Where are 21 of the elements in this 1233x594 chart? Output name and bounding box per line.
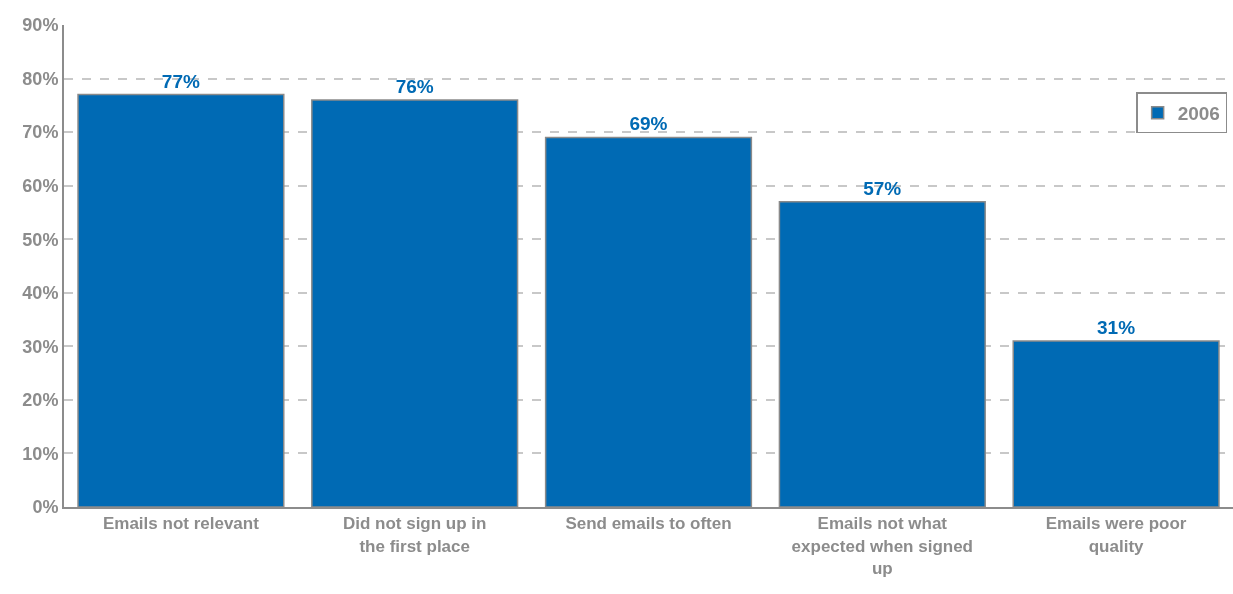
y-tick-label: 90% (22, 15, 59, 36)
data-label: 77% (161, 70, 200, 92)
y-tick-label: 80% (22, 68, 59, 89)
y-tick-label: 10% (22, 443, 59, 464)
x-tick-label: Emails not what expected when signed up (791, 514, 973, 578)
data-label: 31% (1097, 316, 1136, 338)
y-tick-label: 50% (22, 229, 59, 250)
data-label: 76% (395, 75, 434, 97)
y-tick-label: 40% (22, 283, 59, 304)
y-tick-label: 60% (22, 175, 59, 196)
y-tick-label: 30% (22, 336, 59, 357)
legend-label: 2006 (1177, 103, 1220, 125)
y-tick-label: 0% (32, 497, 59, 518)
data-label: 69% (629, 113, 668, 135)
x-tick-label: Emails were poor quality (1045, 514, 1187, 556)
y-tick-label: 20% (22, 390, 59, 411)
y-tick-label: 70% (22, 122, 59, 143)
x-tick-label: Emails not relevant (102, 514, 260, 534)
x-tick-label: Did not sign up in the first place (342, 514, 487, 556)
x-tick-label: Send emails to often (565, 514, 732, 534)
data-label: 57% (863, 177, 902, 199)
